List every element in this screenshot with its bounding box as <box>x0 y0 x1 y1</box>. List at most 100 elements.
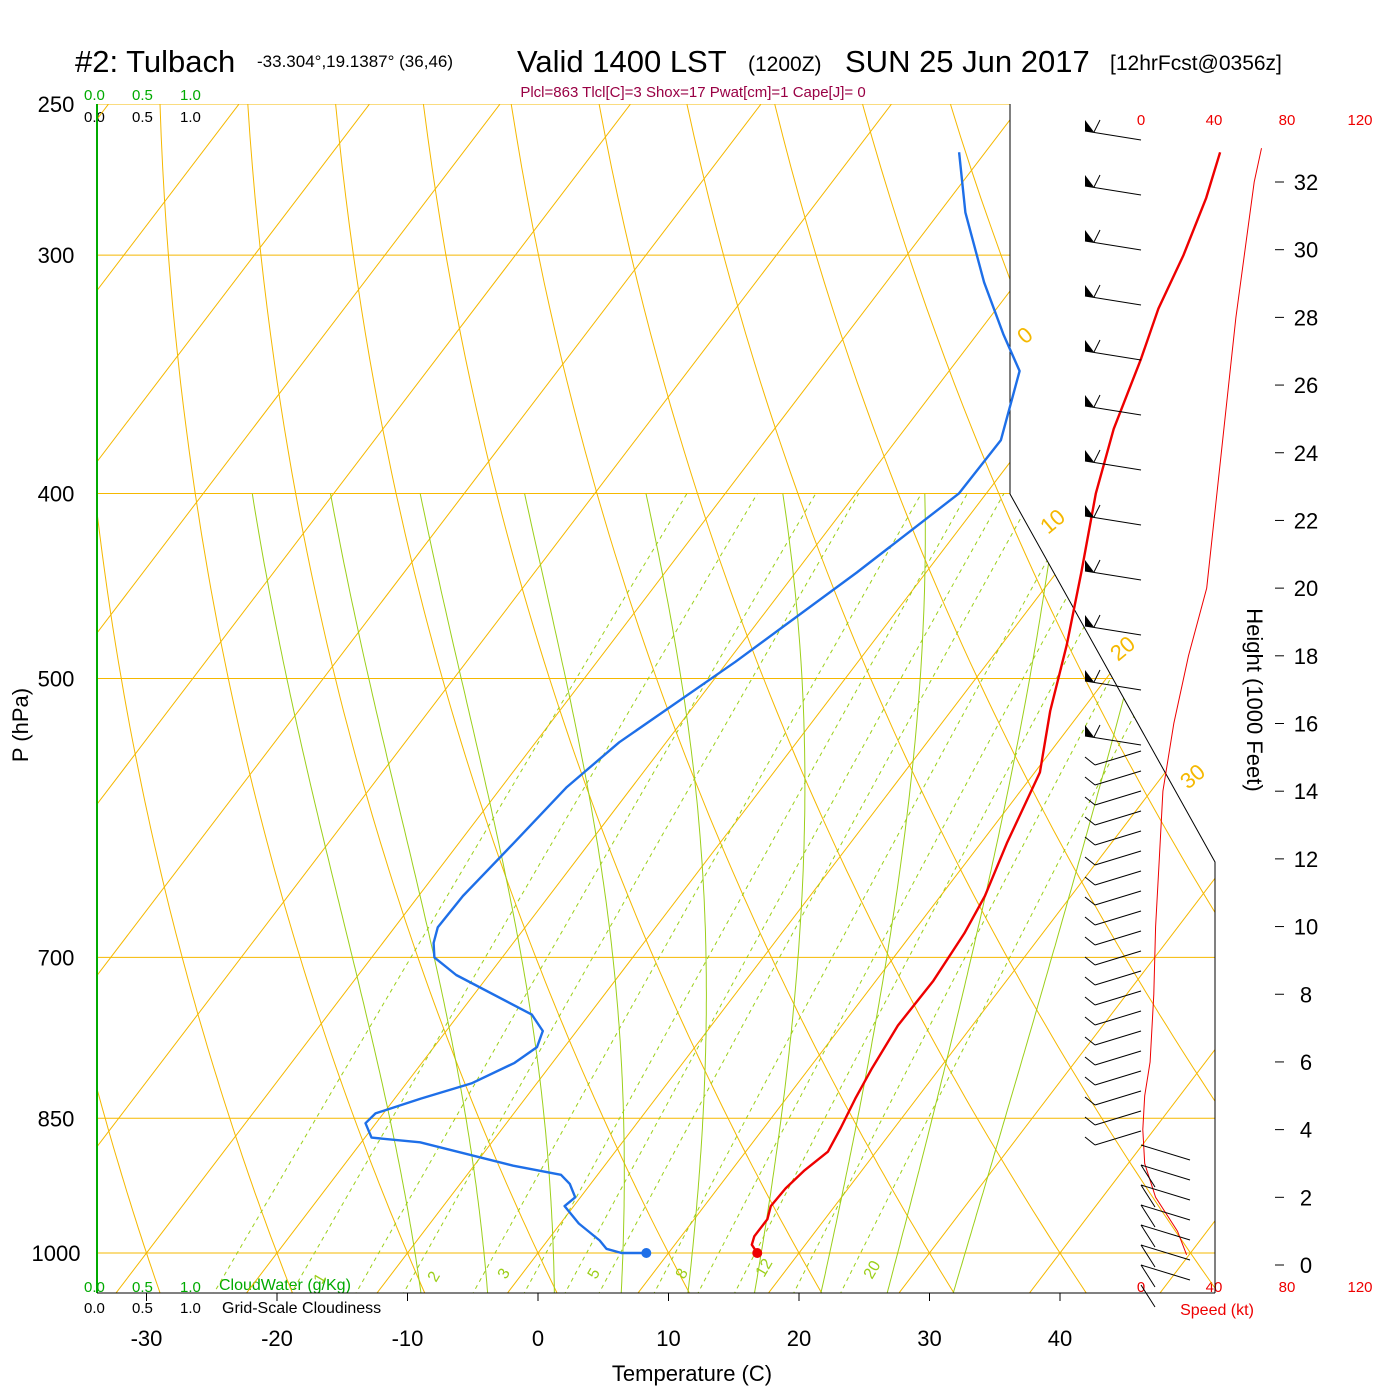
isotherm-line <box>97 104 788 1293</box>
wind-barb-feather <box>1140 1224 1156 1248</box>
x-tick-label: 10 <box>656 1326 680 1351</box>
wind-barb-feather <box>1093 339 1101 353</box>
dry-adiabat <box>939 104 1215 1293</box>
wind-barb-staff <box>1084 295 1142 306</box>
speed-tick-bottom: 120 <box>1347 1279 1372 1296</box>
wind-barb-flag <box>1085 120 1094 132</box>
wind-barb <box>1084 810 1142 826</box>
height-tick-label: 0 <box>1300 1253 1312 1278</box>
height-tick-label: 18 <box>1294 644 1318 669</box>
mixing-ratio-label: 5 <box>585 1266 604 1282</box>
wind-barb-staff <box>1094 850 1142 866</box>
wind-barb <box>1084 1090 1142 1106</box>
wind-barb <box>1140 1244 1191 1288</box>
speed-axis-title: Speed (kt) <box>1180 1302 1254 1319</box>
wind-barb <box>1084 830 1142 846</box>
thermo-background <box>97 104 1215 1293</box>
dewpoint-profile <box>364 152 1021 1255</box>
wind-barb-feather <box>1084 756 1096 766</box>
cloudiness-top-tick: 1.0 <box>180 109 201 126</box>
wind-barb <box>1084 504 1142 526</box>
height-tick-label: 26 <box>1294 373 1318 398</box>
cloudwater-bottom-tick: 0.0 <box>84 1279 105 1296</box>
wind-barb <box>1084 1130 1142 1146</box>
dry-adiabat <box>766 104 1215 1293</box>
isotherm-line <box>97 104 1049 1293</box>
isotherm-line <box>97 104 657 1293</box>
speed-tick-top: 40 <box>1206 112 1223 129</box>
dry-adiabat <box>418 104 836 1293</box>
isotherm-line <box>749 104 1215 1293</box>
speed-tick-top: 0 <box>1137 112 1145 129</box>
dry-adiabat <box>97 104 303 1293</box>
wind-barb-feather <box>1093 394 1101 408</box>
wind-barb <box>1084 770 1142 786</box>
wind-barb <box>1084 750 1142 766</box>
height-axis-title: Height (1000 Feet) <box>1242 608 1267 791</box>
speed-ticks: 0 40 80 120 0 40 80 120 <box>1137 112 1373 1296</box>
wind-barb <box>1084 970 1142 986</box>
wind-barb-staff <box>1140 1164 1191 1181</box>
station-title: #2: Tulbach <box>75 44 235 79</box>
x-tick-label: 0 <box>532 1326 544 1351</box>
dry-adiabat <box>679 104 1215 1293</box>
wind-barb-feather <box>1084 796 1096 806</box>
speed-tick-top: 80 <box>1279 112 1296 129</box>
surface-dewpoint-marker <box>641 1248 652 1258</box>
wind-barb <box>1084 339 1142 361</box>
wind-barb-feather <box>1140 1264 1156 1288</box>
wind-barb-staff <box>1140 1244 1191 1261</box>
wind-barb-feather <box>1084 1036 1096 1046</box>
cloudiness-label: Grid-Scale Cloudiness <box>222 1300 381 1317</box>
wind-barb-feather <box>1084 836 1096 846</box>
mixing-ratio-line <box>721 493 1157 1293</box>
moist-adiabat <box>880 493 1059 1293</box>
wind-barb-feather <box>1093 669 1101 683</box>
wind-barb-flag <box>1085 450 1094 462</box>
moist-adiabat <box>749 493 806 1293</box>
isotherm-line <box>880 104 1215 1293</box>
wind-barb-flag <box>1085 670 1094 682</box>
mixing-ratio-line <box>551 493 1005 1293</box>
cloudiness-top-tick: 0.5 <box>132 109 153 126</box>
height-tick-label: 22 <box>1294 508 1318 533</box>
wind-barb-staff <box>1094 930 1142 946</box>
moist-adiabat <box>419 493 556 1293</box>
wind-barb-feather <box>1084 1136 1096 1146</box>
wind-barb-feather <box>1084 1056 1096 1066</box>
wind-barb <box>1084 119 1142 141</box>
wind-barb <box>1084 724 1142 746</box>
wind-barb-feather <box>1084 816 1096 826</box>
wind-barb-feather <box>1093 614 1101 628</box>
wind-barb <box>1084 284 1142 306</box>
dry-adiabat-label: 30 <box>1175 759 1210 794</box>
wind-barb-flag <box>1085 175 1094 187</box>
wind-barb <box>1084 394 1142 416</box>
height-tick-label: 10 <box>1294 915 1318 940</box>
isotherm-line <box>97 104 918 1293</box>
dry-adiabat-label: 0 <box>1012 322 1037 349</box>
mixing-ratio-line <box>510 493 968 1293</box>
plot-frame <box>96 104 1216 1294</box>
x-tick-label: -20 <box>261 1326 293 1351</box>
wind-barb <box>1084 910 1142 926</box>
wind-barb <box>1140 1204 1191 1248</box>
dry-adiabat <box>97 104 169 1293</box>
wind-barb-feather <box>1084 1116 1096 1126</box>
wind-barb-feather <box>1093 504 1101 518</box>
cloudwater-top-tick: 1.0 <box>180 87 201 104</box>
wind-barb-feather <box>1093 284 1101 298</box>
speed-tick-top: 120 <box>1347 112 1372 129</box>
dry-adiabat-label: 10 <box>1035 504 1070 539</box>
isotherm-line <box>488 104 1215 1293</box>
wind-barb-staff <box>1140 1264 1191 1281</box>
moist-adiabat <box>330 493 490 1293</box>
isotherm-line <box>97 104 527 1293</box>
wind-barb-staff <box>1140 1204 1191 1221</box>
wind-barb-staff <box>1084 185 1142 196</box>
mixing-ratio-label: 20 <box>861 1258 885 1282</box>
wind-barb-staff <box>1094 810 1142 826</box>
isotherm-line <box>1010 104 1215 1293</box>
wind-barb-staff <box>1084 680 1142 691</box>
mixing-ratio-line <box>342 493 817 1293</box>
